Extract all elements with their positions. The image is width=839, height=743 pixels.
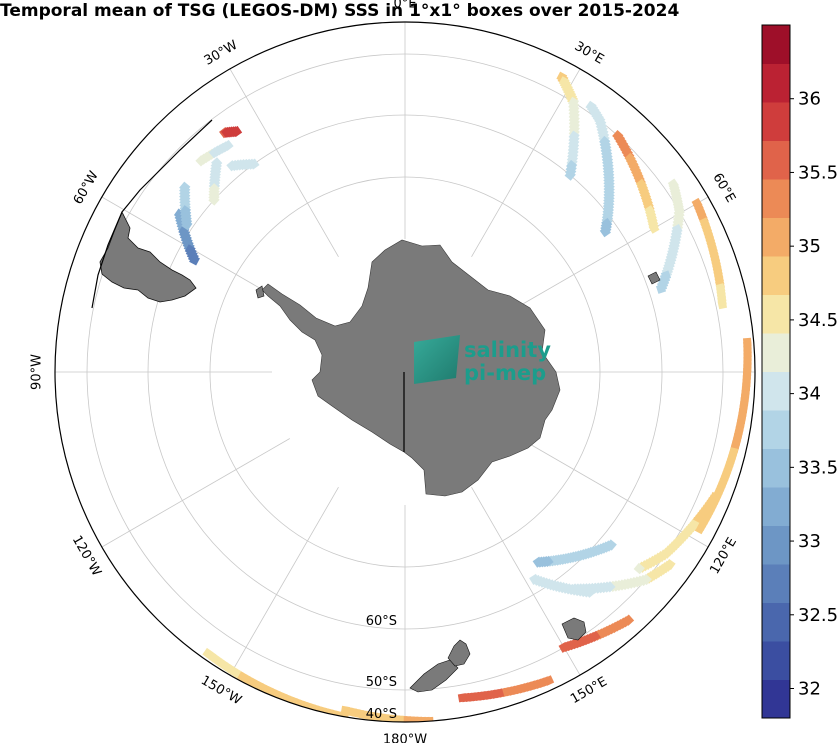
meridian-label: 90°W xyxy=(30,354,45,390)
colorbar: 32 32.5 33 33.5 34 34.5 35 35.5 36 xyxy=(761,24,838,719)
sss-box xyxy=(208,194,220,206)
sss-box xyxy=(633,562,645,575)
meridian-line xyxy=(101,438,291,548)
sss-box xyxy=(648,222,660,234)
logo-line2: pi-mep xyxy=(464,361,546,385)
colorbar-bin xyxy=(762,641,790,680)
sss-boxes xyxy=(173,71,752,722)
colorbar-bin xyxy=(762,679,790,719)
colorbar-bin xyxy=(762,371,790,411)
sss-box xyxy=(457,693,468,703)
logo-wave-icon xyxy=(414,335,460,384)
antarctica xyxy=(261,239,561,497)
colorbar-bin xyxy=(762,217,790,257)
colorbar-bin xyxy=(762,102,790,141)
colorbar-tick-label: 34.5 xyxy=(798,310,838,331)
sss-box xyxy=(655,283,667,294)
sss-box xyxy=(202,647,214,660)
map-frame xyxy=(54,21,756,723)
sss-box xyxy=(529,573,541,585)
south-america-coast xyxy=(91,119,213,309)
new-zealand-south xyxy=(409,659,459,693)
logo-line1: salinity xyxy=(464,338,551,362)
colorbar-bin xyxy=(762,564,790,603)
south-georgia xyxy=(255,285,265,299)
meridian-line xyxy=(229,68,339,258)
meridian-line xyxy=(471,486,581,676)
colorbar-bin xyxy=(762,256,790,295)
colorbar-bin xyxy=(762,448,790,488)
colorbar-tick-label: 36 xyxy=(798,89,821,110)
meridian-label: 30°W xyxy=(202,38,241,69)
parallel-label: 60°S xyxy=(366,614,397,629)
sss-box xyxy=(717,299,728,310)
colorbar-bin xyxy=(762,294,790,334)
colorbar-tick-label: 34 xyxy=(798,384,821,405)
chart-title: Temporal mean of TSG (LEGOS-DM) SSS in 1… xyxy=(0,1,680,21)
sss-box xyxy=(532,556,544,568)
sss-box xyxy=(181,219,193,231)
meridian-line xyxy=(471,68,581,258)
meridian-line xyxy=(519,438,709,548)
meridian-line xyxy=(229,486,339,676)
meridian-label: 0°E xyxy=(394,0,417,12)
colorbar-bin xyxy=(762,333,790,372)
new-zealand-north xyxy=(447,639,471,667)
sss-box xyxy=(231,125,243,138)
sss-box xyxy=(599,226,611,238)
south-america xyxy=(99,211,197,303)
meridian-label: 180°W xyxy=(383,733,427,743)
colorbar-tick-label: 35 xyxy=(798,236,821,257)
colorbar-bin xyxy=(762,179,790,218)
sss-box xyxy=(189,254,200,266)
colorbar-tick-label: 35.5 xyxy=(798,162,838,183)
colorbar-bin xyxy=(762,140,790,180)
parallel-label: 50°S xyxy=(366,675,397,690)
meridian-label: 120°E xyxy=(707,535,740,577)
colorbar-tick-label: 32.5 xyxy=(798,605,838,626)
colorbar-bin xyxy=(762,487,790,526)
colorbar-bin xyxy=(762,525,790,565)
salinity-pi-mep-logo: salinity pi-mep xyxy=(414,335,551,385)
meridian-label: 150°E xyxy=(568,674,610,707)
graticule xyxy=(55,22,755,722)
colorbar-bin xyxy=(762,410,790,449)
colorbar-tick-label: 32 xyxy=(798,679,821,700)
map-boundary xyxy=(54,21,756,723)
colorbar-bin xyxy=(762,63,790,103)
sss-box xyxy=(248,158,260,170)
landmasses xyxy=(91,119,661,693)
sss-box xyxy=(564,169,576,181)
sss-box xyxy=(558,641,570,653)
meridian-label: 30°E xyxy=(572,39,607,68)
colorbar-tick-label: 33 xyxy=(798,531,821,552)
colorbar-tick-label: 33.5 xyxy=(798,457,838,478)
tasmania xyxy=(561,617,587,641)
parallel-label: 40°S xyxy=(366,707,397,722)
meridian-label: 60°W xyxy=(71,169,102,208)
colorbar-bin xyxy=(762,602,790,642)
meridian-label: 60°E xyxy=(709,171,738,206)
colorbar-frame xyxy=(761,24,791,719)
kerguelen xyxy=(647,271,661,285)
colorbar-bin xyxy=(762,25,790,64)
sss-box xyxy=(222,139,234,152)
